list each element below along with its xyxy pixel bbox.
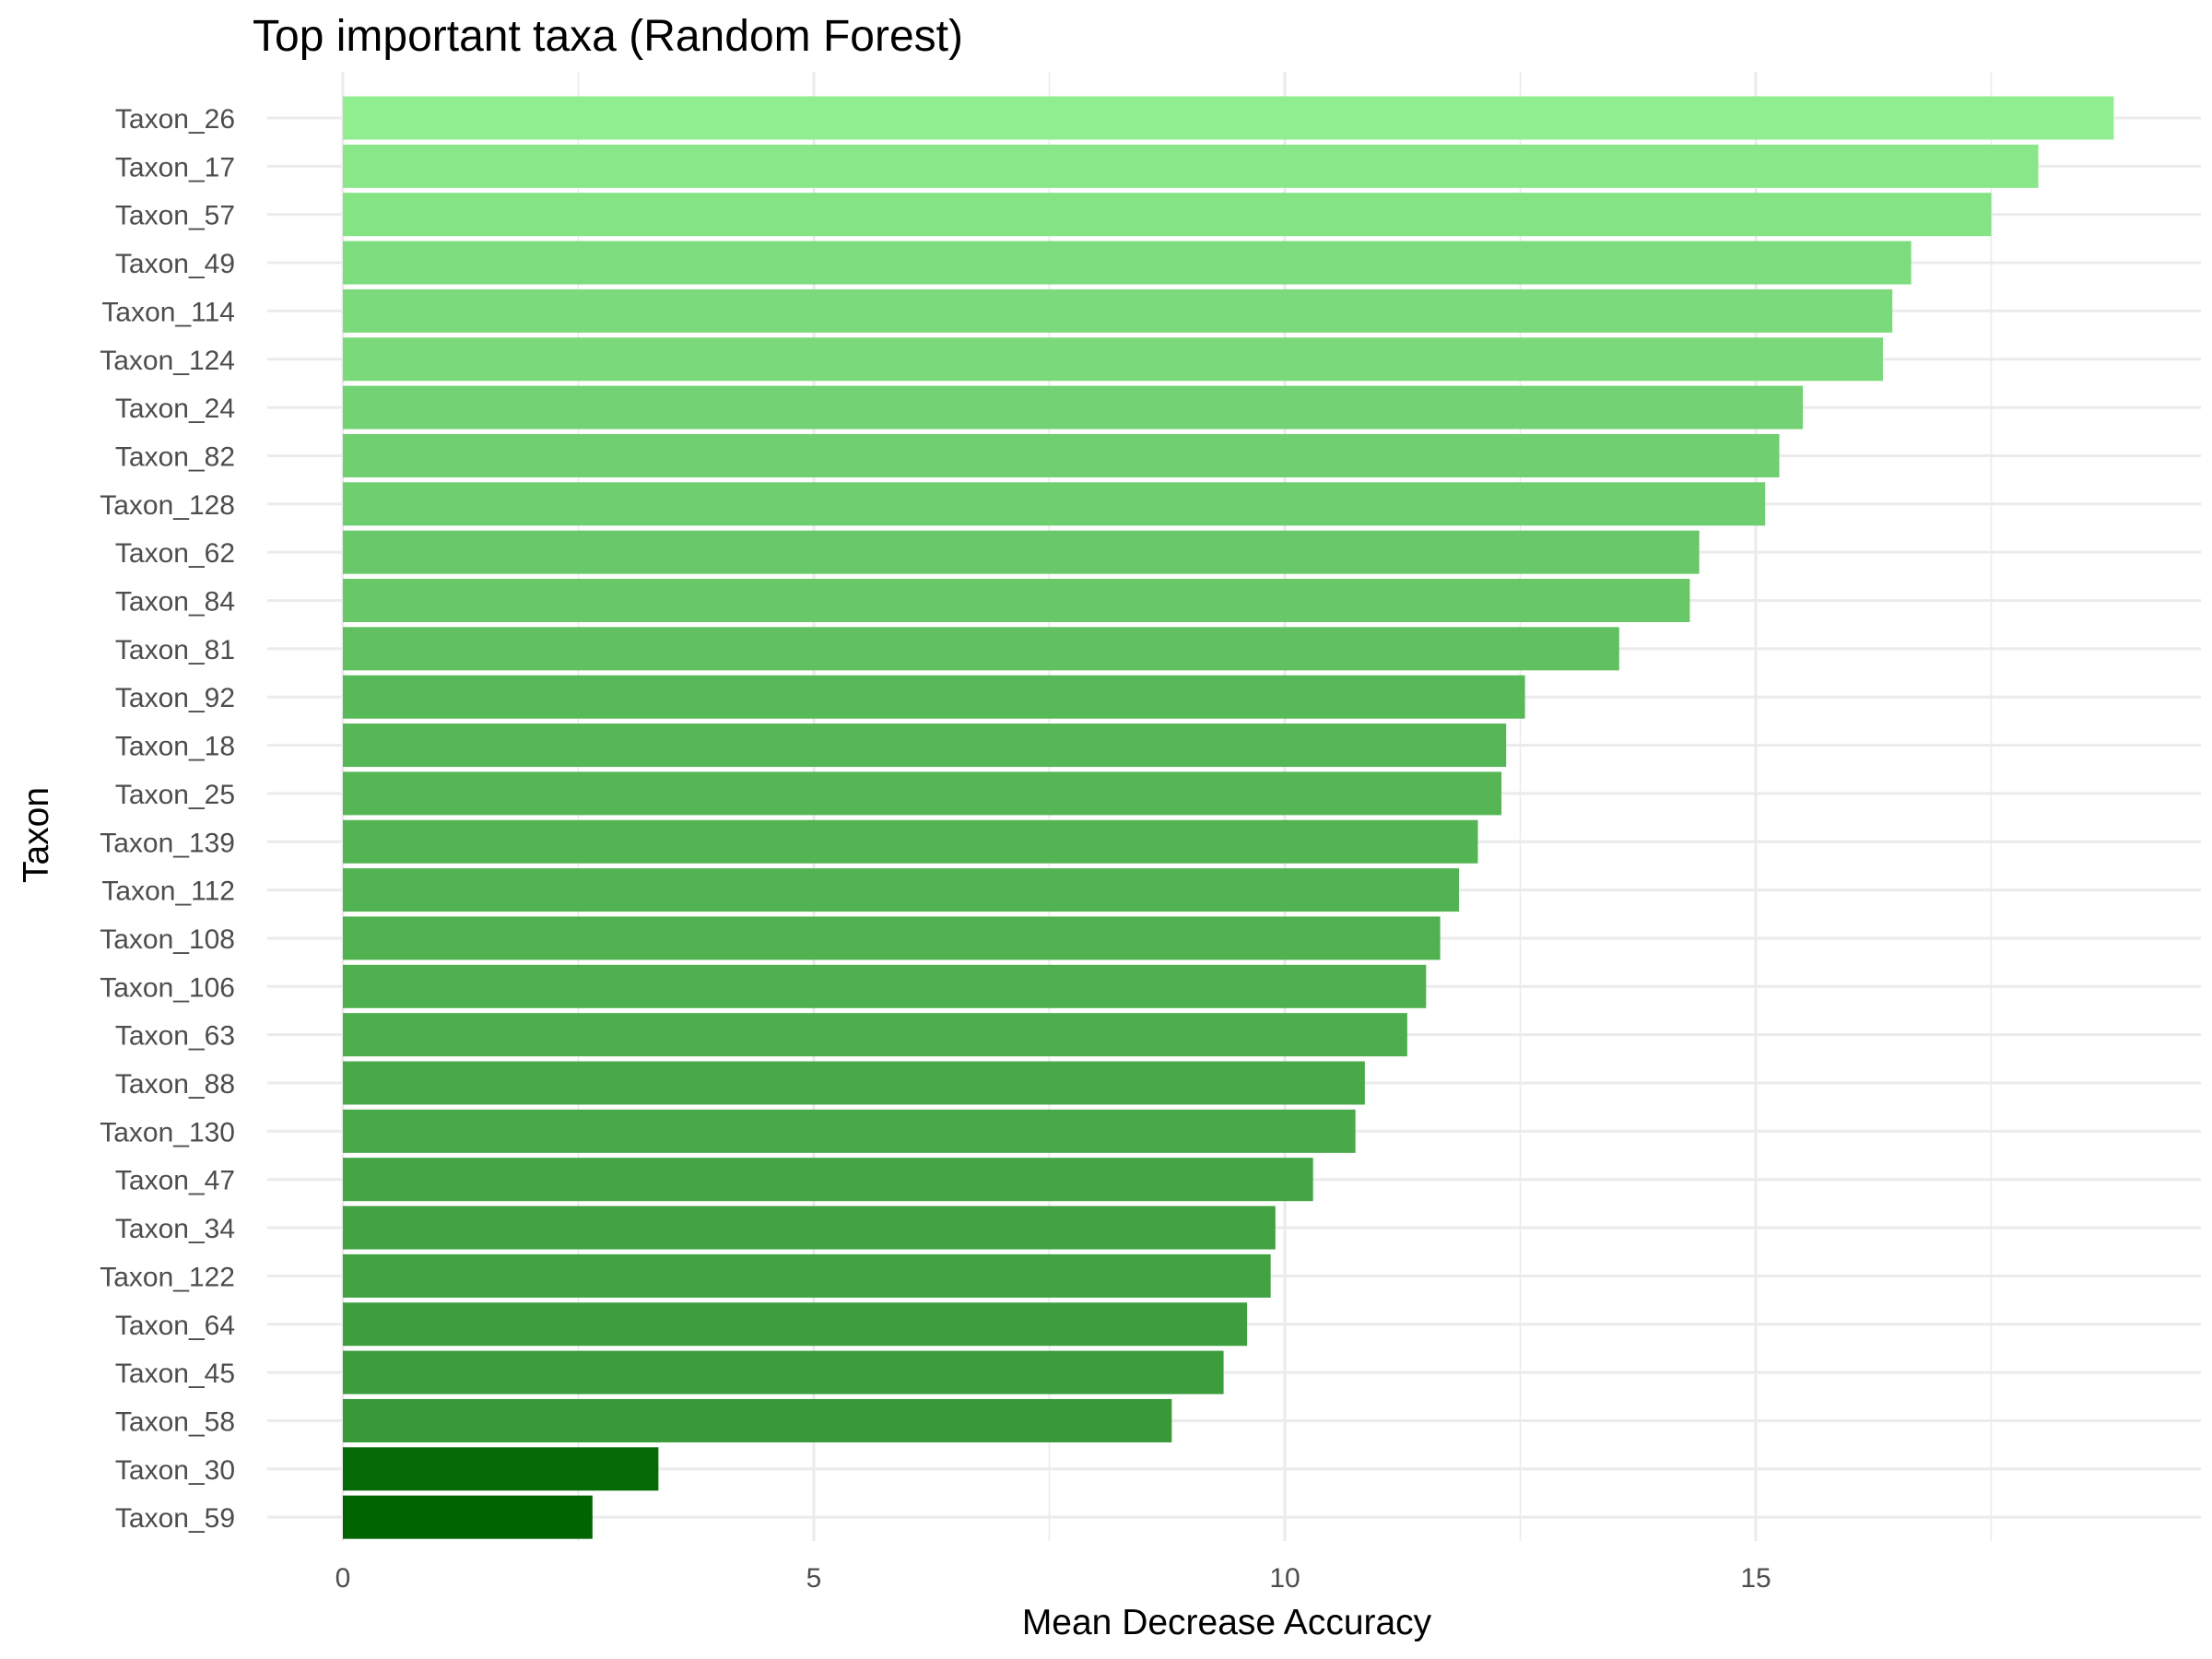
bar-taxon-63 (343, 1013, 1407, 1057)
y-tick-label: Taxon_114 (101, 297, 235, 327)
bar-taxon-114 (343, 288, 1893, 333)
y-tick-label: Taxon_82 (115, 441, 235, 472)
y-tick-label: Taxon_18 (115, 732, 235, 762)
bar-taxon-30 (343, 1447, 659, 1491)
y-tick-label: Taxon_81 (115, 635, 235, 665)
bar-taxon-45 (343, 1350, 1224, 1394)
y-tick-label: Taxon_25 (115, 780, 235, 810)
x-tick-label: 10 (1269, 1563, 1300, 1594)
bar-taxon-82 (343, 433, 1780, 477)
y-tick-label: Taxon_58 (115, 1406, 235, 1437)
y-tick-label: Taxon_88 (115, 1069, 235, 1100)
y-tick-label: Taxon_24 (115, 394, 235, 424)
x-tick-label: 15 (1740, 1563, 1771, 1594)
y-tick-label: Taxon_112 (101, 877, 235, 907)
bar-taxon-47 (343, 1158, 1313, 1202)
y-tick-label: Taxon_62 (115, 538, 235, 569)
y-tick-label: Taxon_17 (115, 152, 235, 182)
y-tick-label: Taxon_130 (100, 1117, 235, 1147)
bar-taxon-62 (343, 530, 1700, 574)
y-tick-label: Taxon_47 (115, 1166, 235, 1196)
y-axis-title: Taxon (17, 787, 56, 883)
bar-taxon-92 (343, 675, 1525, 719)
chart-title: Top important taxa (Random Forest) (253, 12, 963, 61)
bar-taxon-26 (343, 96, 2114, 140)
y-tick-label: Taxon_122 (100, 1262, 235, 1292)
bar-taxon-24 (343, 385, 1804, 429)
bar-taxon-84 (343, 579, 1690, 622)
bar-taxon-106 (343, 964, 1427, 1008)
y-tick-label: Taxon_124 (100, 346, 235, 376)
y-tick-label: Taxon_30 (115, 1455, 235, 1486)
y-tick-labels: Taxon_26 Taxon_17 Taxon_57 Taxon_49 Taxon_11… (100, 104, 235, 1534)
bar-taxon-18 (343, 724, 1507, 768)
y-tick-label: Taxon_128 (100, 490, 235, 521)
x-tick-label: 0 (335, 1563, 351, 1594)
bar-taxon-122 (343, 1253, 1271, 1298)
y-tick-label: Taxon_49 (115, 249, 235, 279)
bar-taxon-112 (343, 868, 1460, 912)
bar-taxon-49 (343, 241, 1912, 285)
bars (343, 96, 2114, 1539)
bar-taxon-81 (343, 627, 1619, 671)
y-tick-label: Taxon_26 (115, 104, 235, 135)
bar-taxon-17 (343, 144, 2039, 188)
y-tick-label: Taxon_45 (115, 1359, 235, 1389)
y-tick-label: Taxon_84 (115, 587, 235, 618)
bar-taxon-57 (343, 193, 1992, 237)
y-tick-label: Taxon_139 (100, 828, 235, 858)
bar-taxon-25 (343, 771, 1502, 816)
x-tick-labels: 0 5 10 15 (335, 1563, 1771, 1594)
y-tick-label: Taxon_92 (115, 683, 235, 713)
y-tick-label: Taxon_64 (115, 1311, 235, 1341)
y-tick-label: Taxon_59 (115, 1503, 235, 1534)
x-axis-title: Mean Decrease Accuracy (1022, 1603, 1432, 1642)
bar-taxon-34 (343, 1206, 1276, 1250)
x-tick-label: 5 (806, 1563, 822, 1594)
y-tick-label: Taxon_108 (100, 924, 235, 955)
bar-taxon-59 (343, 1495, 593, 1539)
bar-taxon-58 (343, 1398, 1172, 1442)
bar-taxon-139 (343, 819, 1478, 864)
y-tick-label: Taxon_57 (115, 201, 235, 231)
y-tick-label: Taxon_34 (115, 1214, 235, 1244)
bar-taxon-130 (343, 1109, 1356, 1153)
bar-taxon-128 (343, 482, 1766, 526)
bar-taxon-108 (343, 916, 1441, 960)
bar-taxon-124 (343, 337, 1883, 382)
bar-taxon-88 (343, 1061, 1365, 1105)
bar-taxon-64 (343, 1302, 1248, 1347)
y-tick-label: Taxon_63 (115, 1021, 235, 1052)
y-tick-label: Taxon_106 (100, 972, 235, 1003)
